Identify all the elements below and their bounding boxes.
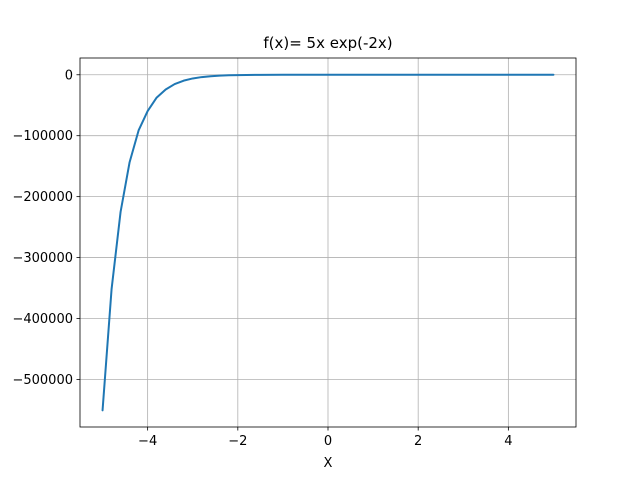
y-tick-label: −500000 bbox=[12, 373, 73, 388]
chart-title: f(x)= 5x exp(-2x) bbox=[263, 34, 392, 52]
y-tick-label: −400000 bbox=[12, 312, 73, 327]
y-tick-label: −100000 bbox=[12, 129, 73, 144]
x-axis-label: X bbox=[324, 456, 333, 471]
x-tick-label: 2 bbox=[414, 434, 422, 449]
x-tick-label: −2 bbox=[228, 434, 247, 449]
series-line bbox=[101, 73, 555, 412]
y-tick-label: −200000 bbox=[12, 190, 73, 205]
x-tick-label: −4 bbox=[138, 434, 157, 449]
tick-layer: −4 −2 0 2 4 0 −100000 −200000 −300000 −400000 −500… bbox=[12, 68, 512, 449]
y-tick-label: −300000 bbox=[12, 251, 73, 266]
y-tick-label: 0 bbox=[65, 68, 73, 83]
x-tick-label: 0 bbox=[324, 434, 332, 449]
x-tick-label: 4 bbox=[504, 434, 512, 449]
series-layer bbox=[101, 73, 555, 412]
